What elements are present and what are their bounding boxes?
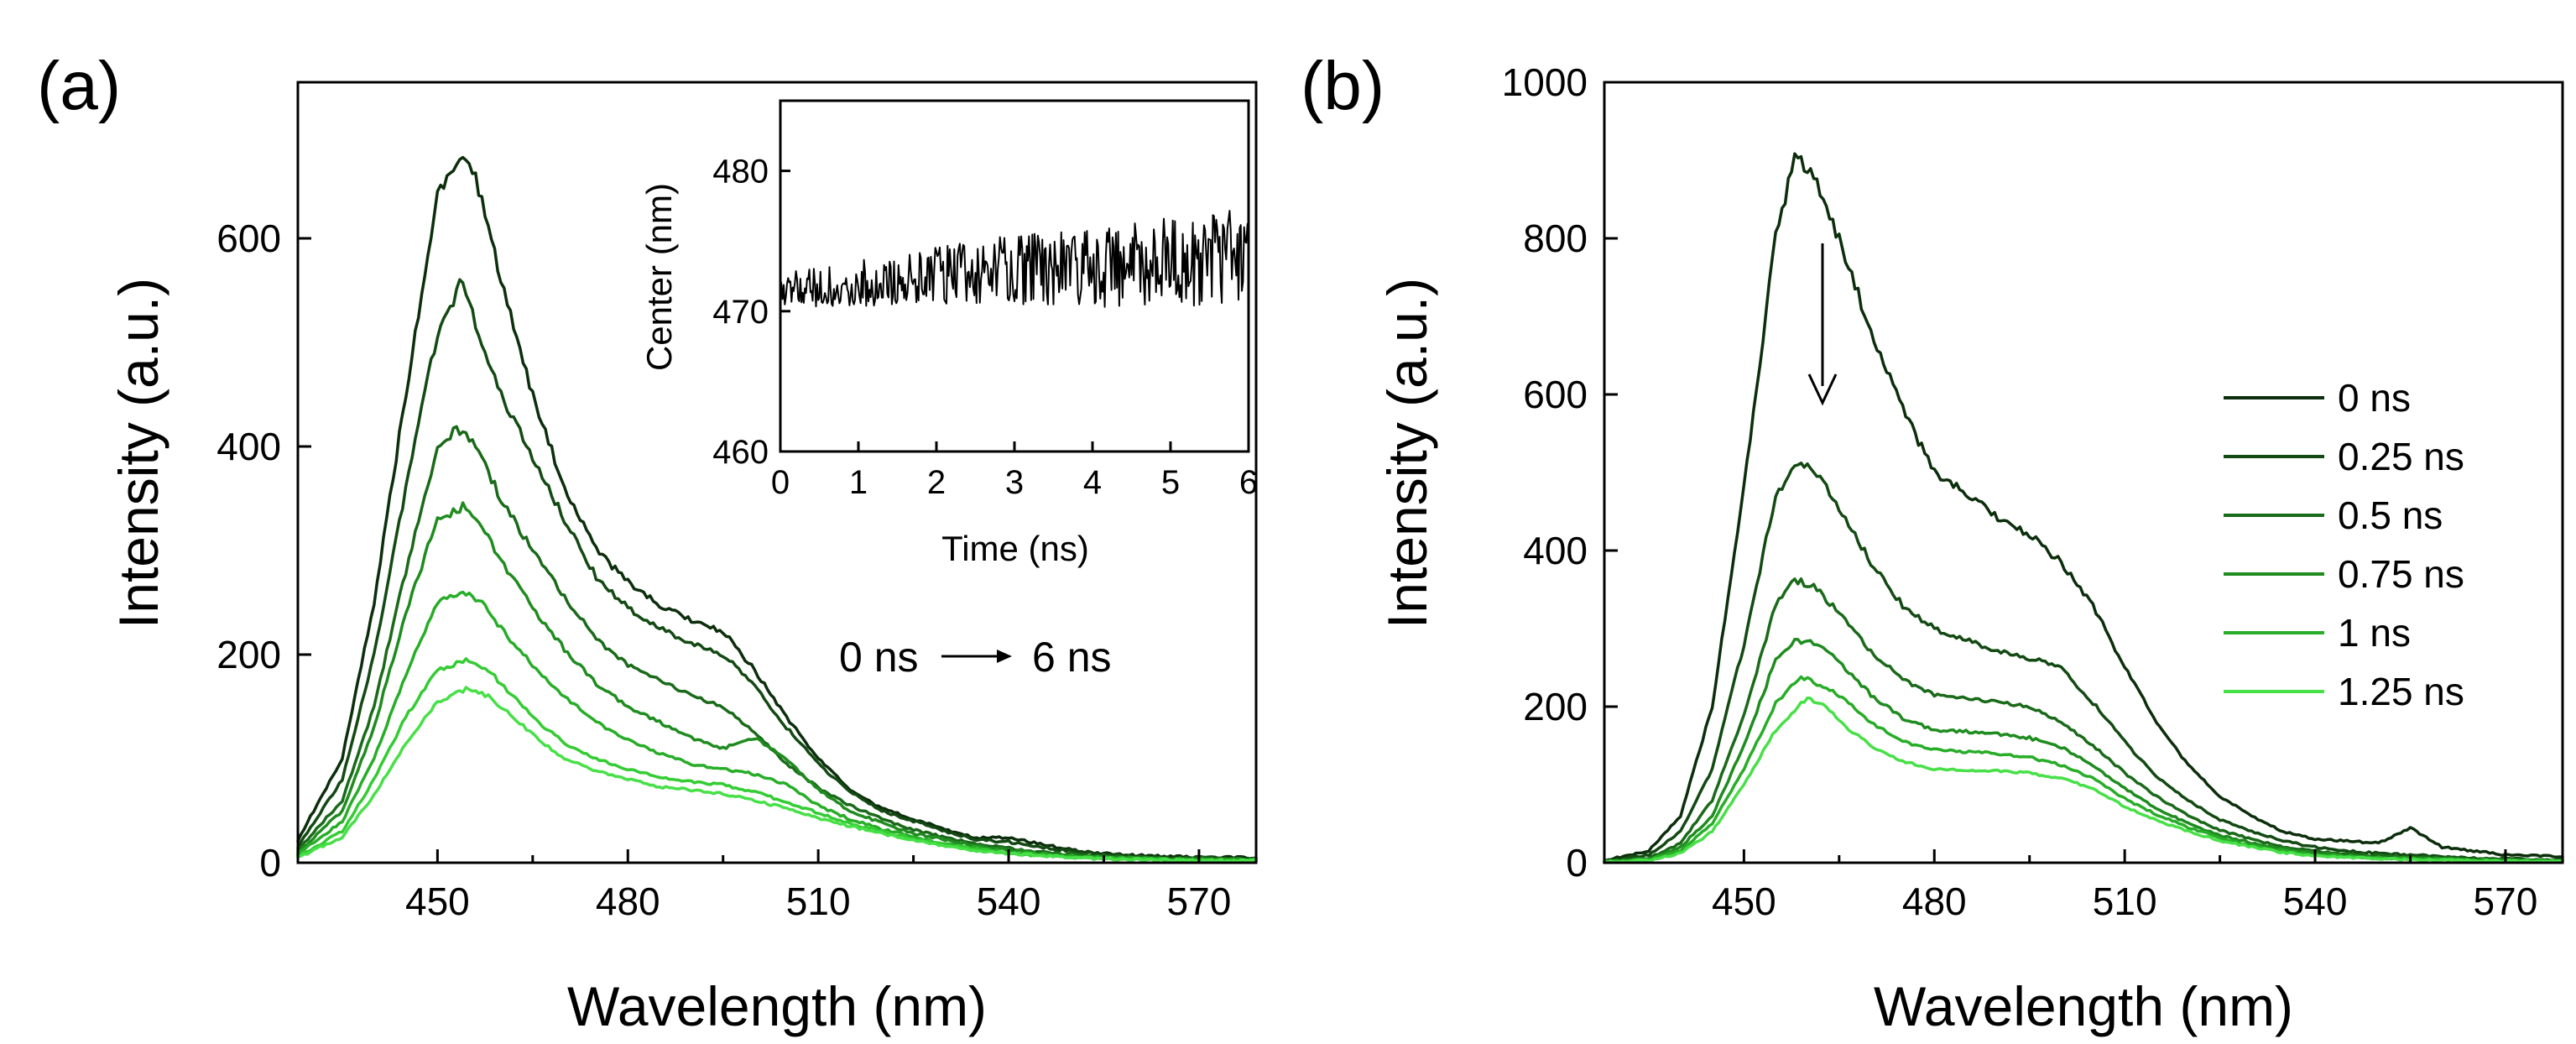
panel-a-annotation-start: 0 ns xyxy=(839,634,919,681)
panel-a-series-group xyxy=(296,155,1258,864)
inset-y-tick-label: 460 xyxy=(712,434,769,471)
panel-a-x-tick-label: 480 xyxy=(596,880,660,923)
panel-b-series-line-1 xyxy=(1603,152,2564,864)
panel-b-plot-frame xyxy=(1603,81,2564,864)
panel-a-time-annotation: 0 ns 6 ns xyxy=(839,634,1112,681)
panel-b-arrow xyxy=(1807,243,1838,406)
inset-x-tick-label: 5 xyxy=(1161,464,1180,501)
panel-b-series-group xyxy=(1603,152,2564,864)
inset-y-tick-label: 470 xyxy=(712,294,769,331)
panel-b-series-line-2 xyxy=(1603,461,2564,864)
legend-label-6: 1.25 ns xyxy=(2338,670,2464,713)
panel-b-series-line-6 xyxy=(1603,696,2564,864)
panel-a-annotation-end: 6 ns xyxy=(1032,634,1112,681)
panel-b-y-tick-label: 400 xyxy=(1523,529,1588,572)
panel-a-x-title: Wavelength (nm) xyxy=(567,975,987,1037)
panel-a: (a) Intensity (a.u.) Wavelength (nm) 450… xyxy=(37,48,1258,1037)
inset-series-group xyxy=(780,210,1249,308)
panel-b-axes-ticks: 450 480 510 540 570 0 200 400 600 800 1000 xyxy=(1502,60,2538,923)
inset-x-tick-label: 6 xyxy=(1239,464,1258,501)
panel-a-x-tick-label: 570 xyxy=(1167,880,1232,923)
legend-label-2: 0.25 ns xyxy=(2338,435,2464,478)
panel-b: (b) Intensity (a.u.) Wavelength (nm) 450… xyxy=(1301,48,2564,1037)
panel-a-label: (a) xyxy=(37,48,121,124)
panel-a-y-tick-label: 200 xyxy=(216,633,281,676)
inset-x-tick-label: 2 xyxy=(927,464,946,501)
panel-b-y-tick-label: 1000 xyxy=(1502,60,1588,104)
panel-a-series-line-5 xyxy=(296,590,1258,864)
panel-b-x-tick-label: 540 xyxy=(2283,880,2348,923)
panel-b-x-tick-label: 510 xyxy=(2093,880,2157,923)
legend-label-5: 1 ns xyxy=(2338,611,2411,655)
inset-y-title: Center (nm) xyxy=(639,183,679,371)
legend-label-1: 0 ns xyxy=(2338,376,2411,420)
panel-b-y-title: Intensity (a.u.) xyxy=(1376,278,1438,629)
panel-a-series-line-6 xyxy=(296,657,1258,864)
panel-b-x-tick-label: 480 xyxy=(1902,880,1967,923)
panel-a-y-tick-label: 0 xyxy=(259,841,281,885)
panel-a-series-line-2 xyxy=(296,278,1258,861)
legend-label-3: 0.5 ns xyxy=(2338,493,2443,537)
panel-a-y-title: Intensity (a.u.) xyxy=(107,278,169,629)
panel-b-x-title: Wavelength (nm) xyxy=(1874,975,2293,1037)
inset-x-tick-label: 3 xyxy=(1005,464,1024,501)
panel-b-x-tick-label: 570 xyxy=(2474,880,2538,923)
panel-b-y-tick-label: 200 xyxy=(1523,685,1588,728)
panel-b-label: (b) xyxy=(1301,48,1384,124)
inset-center-series xyxy=(780,210,1249,308)
panel-b-y-tick-label: 0 xyxy=(1566,841,1588,885)
panel-b-y-tick-label: 600 xyxy=(1523,373,1588,416)
panel-a-series-line-4 xyxy=(296,501,1258,863)
inset-x-tick-label: 1 xyxy=(849,464,868,501)
inset-y-tick-label: 480 xyxy=(712,154,769,191)
panel-a-y-tick-label: 400 xyxy=(216,425,281,468)
panel-b-arrow-head xyxy=(1807,373,1838,406)
inset-x-tick-label: 0 xyxy=(771,464,790,501)
panel-a-inset: Center (nm) Time (ns) 0 1 2 3 4 5 6 460 470 480 xyxy=(639,99,1258,568)
inset-axes-ticks: 0 1 2 3 4 5 6 460 470 480 xyxy=(712,154,1258,501)
panel-b-y-tick-label: 800 xyxy=(1523,217,1588,260)
inset-x-title: Time (ns) xyxy=(941,529,1089,568)
panel-a-x-tick-label: 510 xyxy=(786,880,851,923)
panel-b-x-tick-label: 450 xyxy=(1712,880,1776,923)
panel-a-y-tick-label: 600 xyxy=(216,217,281,260)
legend-label-4: 0.75 ns xyxy=(2338,552,2464,596)
panel-a-x-tick-label: 450 xyxy=(405,880,470,923)
panel-a-x-tick-label: 540 xyxy=(977,880,1041,923)
inset-x-tick-label: 4 xyxy=(1083,464,1102,501)
panel-a-plot-frame xyxy=(296,81,1258,864)
panel-a-series-line-7 xyxy=(296,686,1258,864)
panel-b-legend: 0 ns 0.25 ns 0.5 ns 0.75 ns 1 ns 1.25 ns xyxy=(2224,376,2464,713)
panel-a-annotation-arrow-head xyxy=(997,650,1012,663)
